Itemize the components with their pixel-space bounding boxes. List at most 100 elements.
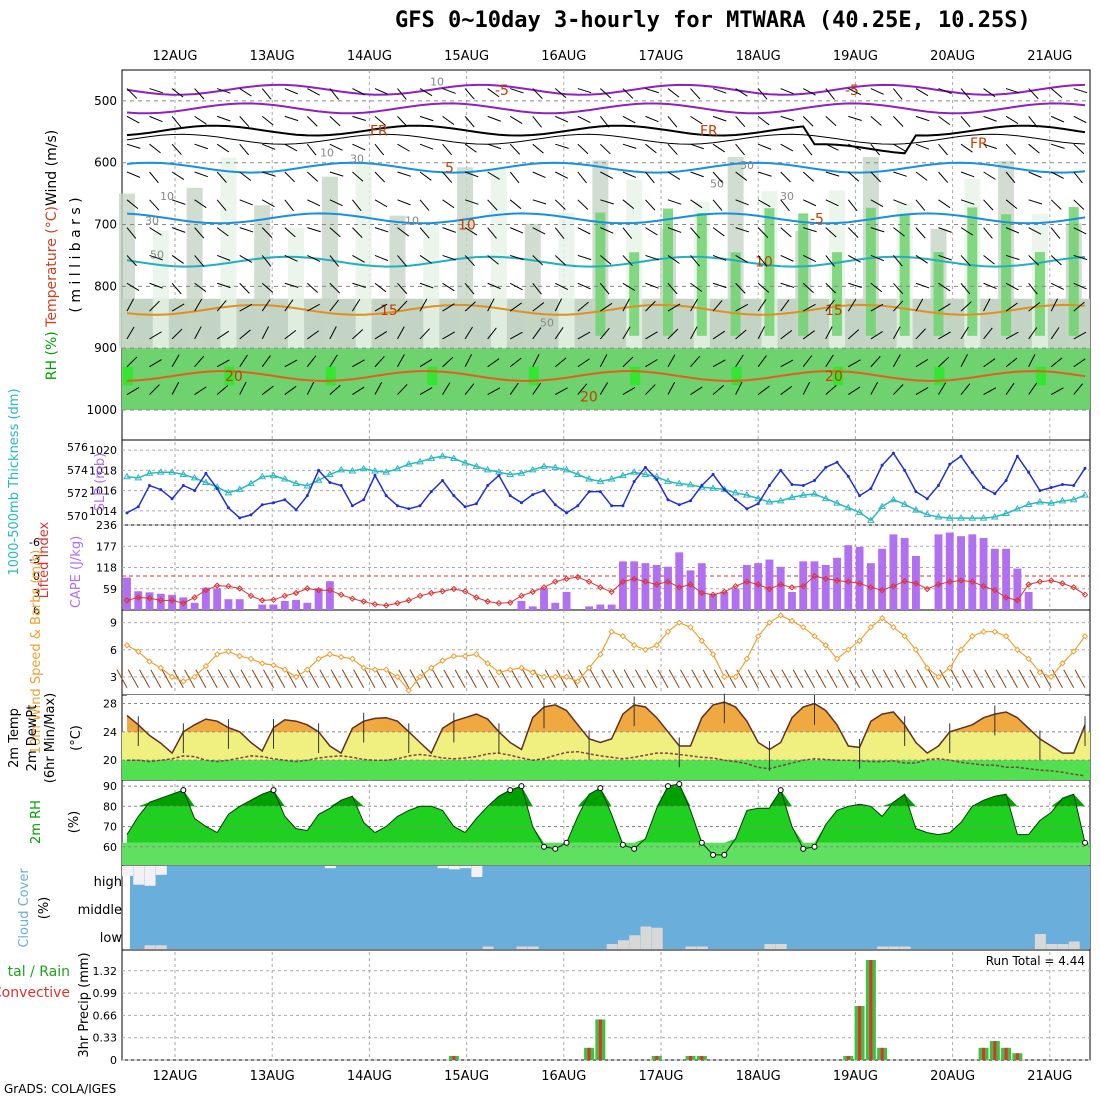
slp-point (700, 484, 704, 488)
cloud-high-bar (122, 866, 133, 876)
wind-barb (1028, 382, 1038, 395)
thickness-point (979, 514, 988, 521)
lifted-index-point (1081, 591, 1089, 598)
wind-barb (352, 88, 366, 96)
isotherm-label: 15 (825, 303, 843, 319)
wind-barb (532, 116, 542, 128)
wind-speed-point (833, 655, 841, 663)
rh-contour-label: 50 (150, 249, 164, 262)
wind-barb (352, 386, 365, 395)
pressure-tick-label: 1000 (86, 403, 117, 417)
wind-barb (509, 357, 522, 368)
rh-column (186, 187, 203, 349)
slp-point (463, 505, 467, 509)
lifted-index-point (766, 585, 773, 593)
slp-point (193, 489, 197, 493)
wind-barb (712, 385, 725, 395)
wind-barb (847, 329, 860, 340)
wind-barb (915, 171, 928, 181)
cloud-high-bar (460, 866, 472, 869)
wind-barb (487, 199, 498, 211)
slp-point (779, 468, 783, 472)
wind-speed-point (473, 651, 480, 658)
rh-column (355, 162, 372, 349)
wind-barb (938, 171, 949, 183)
wind-barb (329, 354, 338, 367)
cloud-ylabel: Cloud Cover (17, 868, 32, 948)
cape-bar (303, 602, 312, 610)
slp-point (835, 460, 839, 464)
wind-barb (802, 282, 814, 294)
wind-barb (599, 327, 610, 340)
panel-frame-slp (121, 439, 1091, 526)
wind-barb (735, 143, 745, 156)
rh-patch-bright (1035, 366, 1046, 386)
wind-barb (1005, 115, 1019, 125)
lifted-index-point (349, 595, 356, 602)
isotherm-line (126, 161, 1086, 174)
wind-barb (307, 199, 321, 207)
wind-barb-10m (713, 669, 725, 689)
wind-barb (419, 199, 430, 211)
thickness-point (303, 481, 312, 489)
lifted-index-point (326, 586, 334, 594)
slp-point (610, 504, 614, 508)
wind-barb (307, 227, 321, 233)
wind-barb-10m (668, 669, 680, 689)
rh-column (423, 221, 440, 349)
wind-barb-10m (195, 669, 207, 689)
wind-barb (622, 199, 635, 210)
panel-frame-precip (121, 949, 1091, 1061)
wind-barb (487, 171, 500, 180)
cape-bar (1013, 568, 1022, 610)
lifted-index-point (878, 586, 886, 594)
wind-barb-10m (139, 669, 150, 689)
wind-barb (1005, 227, 1020, 234)
wind-barb (983, 255, 995, 265)
wind-barb (983, 298, 991, 312)
slp-point (226, 506, 230, 510)
thickness-point (517, 469, 526, 476)
wind-barb (690, 143, 704, 150)
lifted-index-point (946, 578, 953, 585)
lifted-index-point (912, 580, 920, 587)
thickness-point (235, 485, 244, 492)
wind-barb (171, 381, 180, 395)
wind-barb (374, 331, 388, 340)
wind-barb (442, 382, 451, 395)
wind-barb (352, 171, 364, 182)
wind-barb (938, 254, 952, 261)
cape-bar (810, 561, 819, 610)
cape-bar (968, 534, 977, 610)
date-label-bottom: 18AUG (736, 1069, 781, 1084)
lifted-index-point (890, 582, 897, 590)
wind-barb (1073, 115, 1087, 124)
thickness-point (923, 510, 932, 518)
lifted-index-point (788, 584, 796, 591)
wind-barb (442, 171, 453, 183)
slp-point (170, 497, 174, 501)
cape-bar (596, 604, 605, 610)
rh-extreme-point (552, 845, 559, 852)
date-label-top: 18AUG (736, 49, 781, 64)
wind-barb (892, 326, 901, 340)
wind-barb (915, 282, 930, 289)
wind-barb (870, 330, 883, 340)
cape-bar (156, 593, 165, 610)
isotherm-label: -5 (495, 83, 509, 99)
lifted-index-point (461, 588, 469, 595)
wind-barb (735, 381, 743, 395)
cape-bar (562, 591, 571, 610)
wind-barb (487, 227, 497, 239)
wind-barb (419, 88, 433, 97)
wind-barb (780, 115, 795, 122)
thickness-point (404, 460, 413, 467)
wind-barb-10m (1040, 669, 1052, 689)
wind-barb (194, 298, 203, 312)
wind-barb (554, 327, 564, 340)
lifted-index-point (653, 581, 660, 588)
wind-speed-point (924, 664, 931, 672)
wind-barb (239, 381, 247, 395)
wind-barb (509, 143, 521, 155)
wind-barb (171, 171, 185, 180)
